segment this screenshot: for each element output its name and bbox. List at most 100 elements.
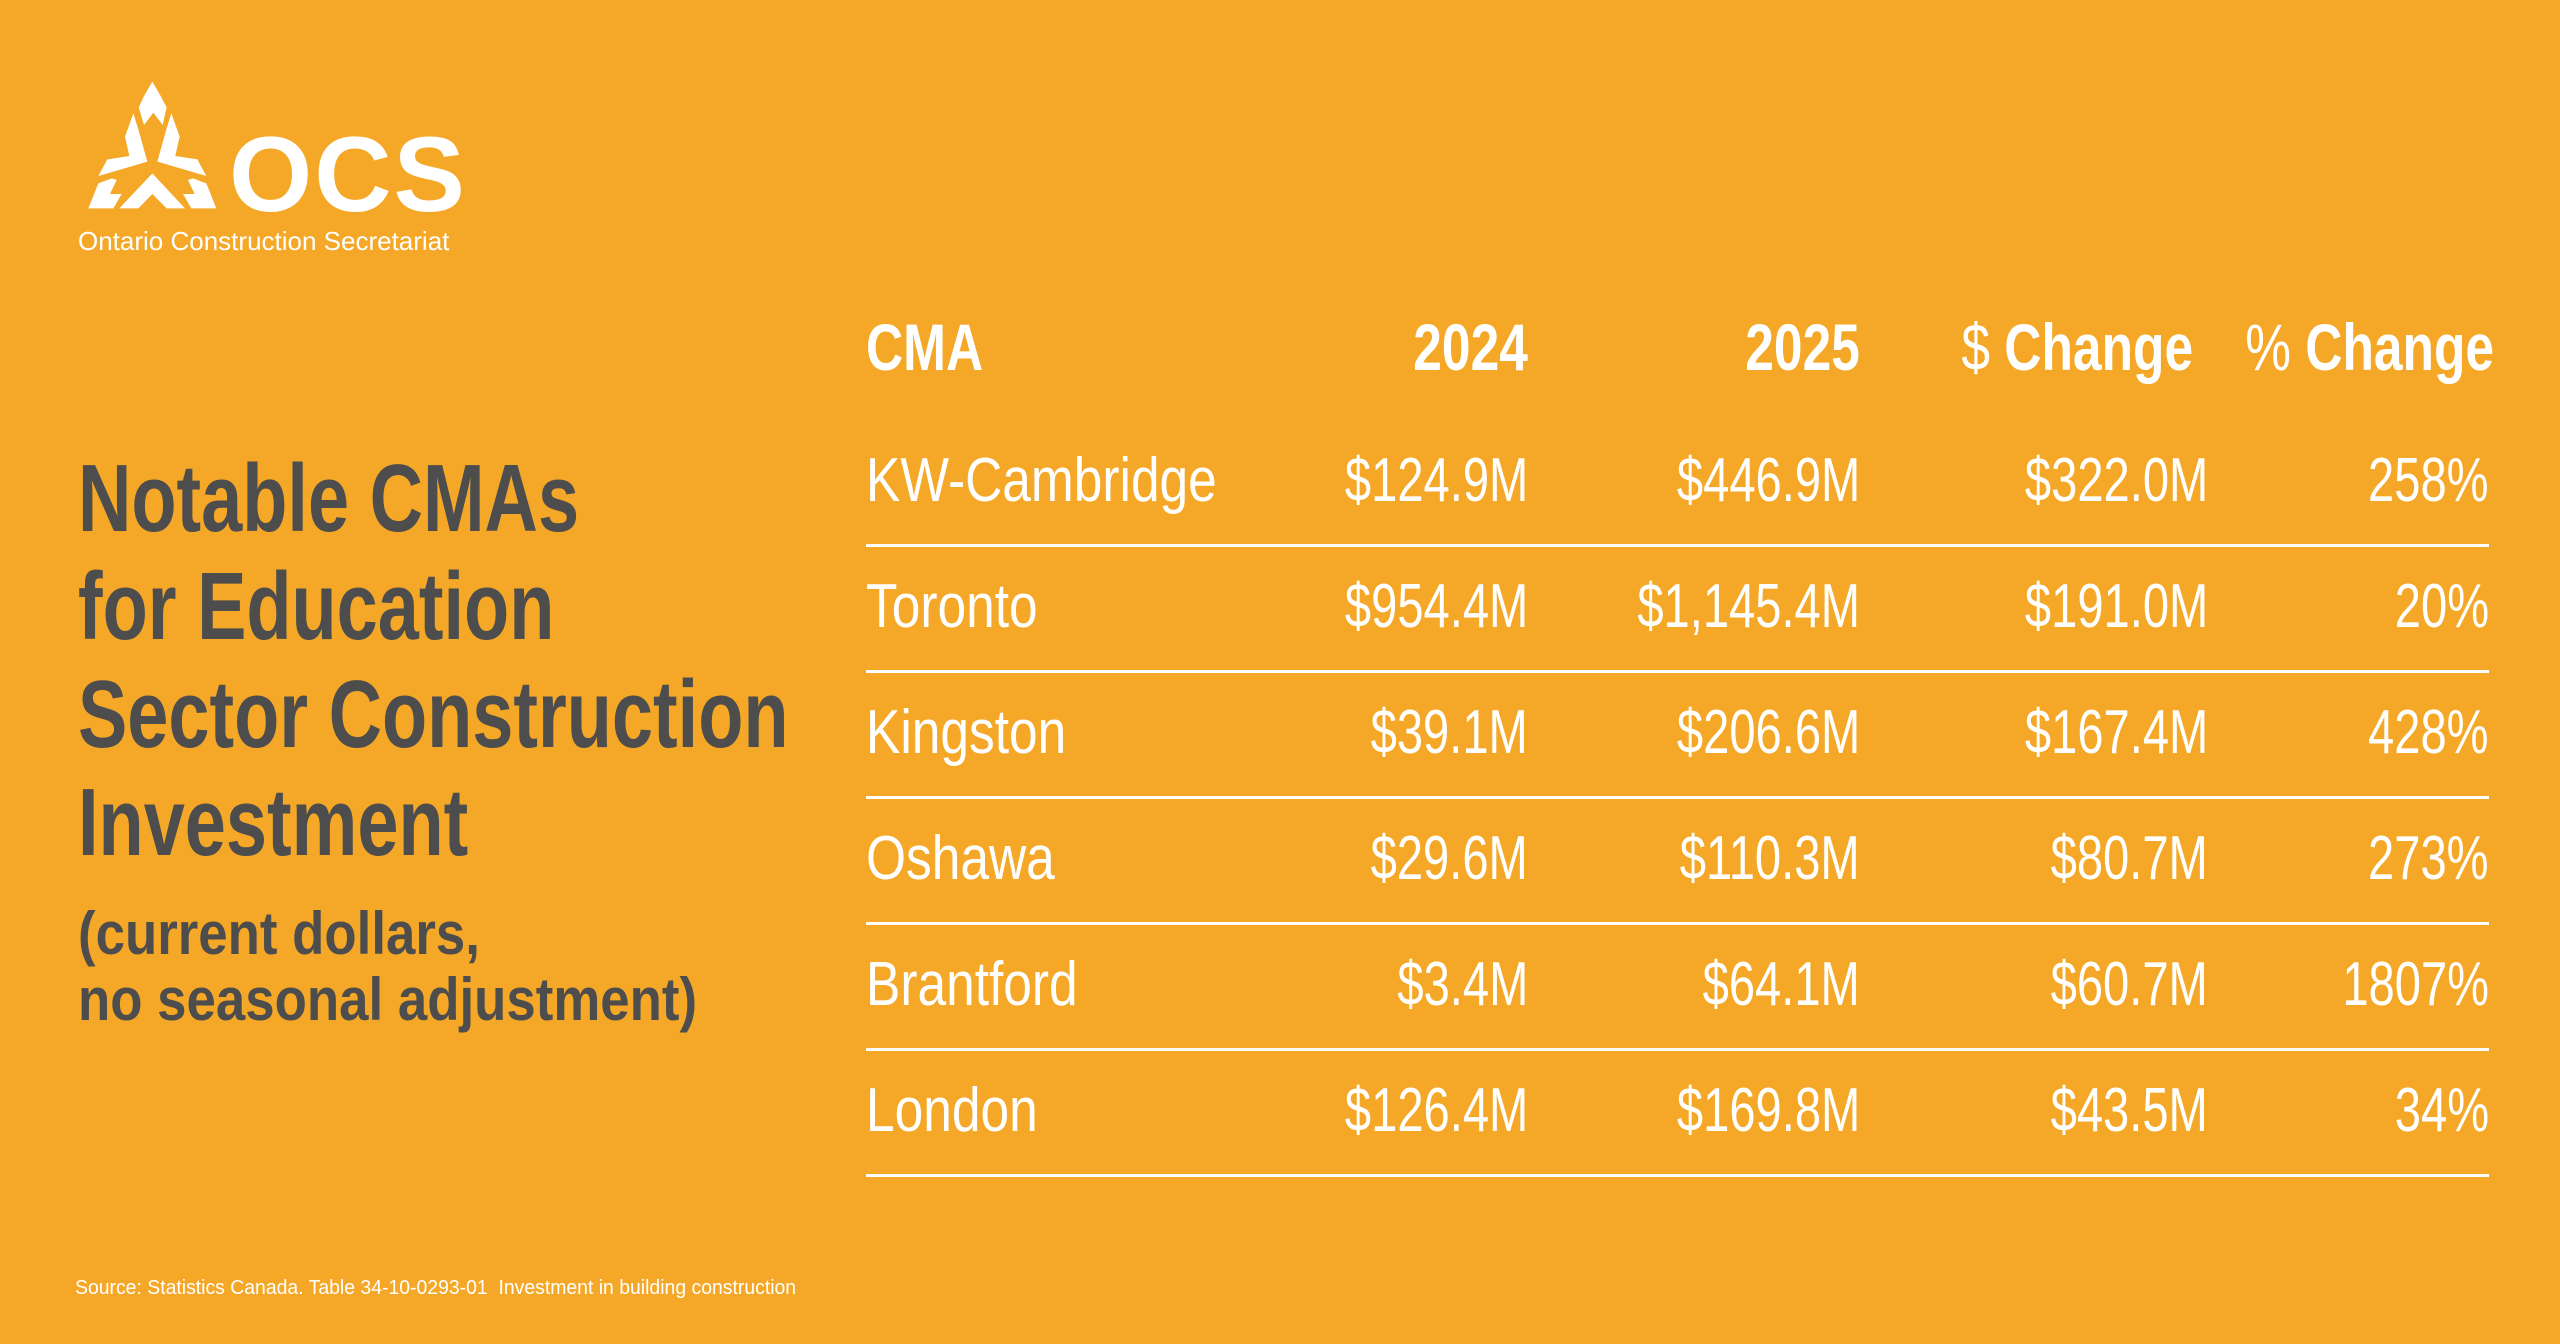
cell-percent-change-text: 258% xyxy=(2368,446,2489,515)
ocs-triangle-mark-icon xyxy=(88,81,217,209)
cell-2024-text: $3.4M xyxy=(1397,950,1528,1019)
cell-dollar-change-text: $60.7M xyxy=(2050,950,2208,1019)
cell-cma-text: London xyxy=(866,1076,1038,1145)
cell-dollar-change: $43.5M xyxy=(2001,1080,2208,1142)
page-title-line-1: Notable CMAs xyxy=(78,445,729,553)
cell-percent-change-text: 1807% xyxy=(2342,950,2489,1019)
page-title-line-2-text: for Education xyxy=(78,553,555,660)
logo-mark-bottom-right-piece xyxy=(183,178,217,209)
row-divider xyxy=(866,922,2489,925)
page-title-line-4-text: Investment xyxy=(78,769,469,876)
cell-percent-change: 428% xyxy=(2330,702,2489,764)
cell-2025: $1,145.4M xyxy=(1567,576,1860,638)
logo-tagline: Ontario Construction Secretariat xyxy=(78,226,450,256)
cell-cma: Brantford xyxy=(866,954,1121,1016)
cell-2024-text: $39.1M xyxy=(1370,698,1528,767)
page-title-line-2: for Education xyxy=(78,553,697,661)
cell-dollar-change: $191.0M xyxy=(1967,576,2208,638)
cell-cma-text: Kingston xyxy=(866,698,1067,767)
source-note-text: Source: Statistics Canada. Table 34-10-0… xyxy=(75,1277,797,1299)
cell-cma: Kingston xyxy=(866,702,1107,764)
cell-2024: $39.1M xyxy=(1321,702,1528,764)
page-title-line-4: Investment xyxy=(78,769,585,877)
column-header-percent-change-text: % Change xyxy=(2245,314,2494,380)
cell-dollar-change-text: $167.4M xyxy=(2024,698,2208,767)
column-header-dollar-change-text: $ Change xyxy=(1961,314,2193,380)
cell-2025: $446.9M xyxy=(1619,450,1860,512)
cell-2025-text: $206.6M xyxy=(1676,698,1860,767)
cell-2024-text: $954.4M xyxy=(1344,572,1528,641)
logo-mark-bottom-left-piece xyxy=(88,178,122,209)
cell-2024: $124.9M xyxy=(1287,450,1528,512)
page-title-line-3: Sector Construction xyxy=(78,661,1001,769)
subtitle-line-2-text: no seasonal adjustment) xyxy=(78,966,698,1033)
cell-percent-change: 258% xyxy=(2330,450,2489,512)
logo-mark-top-piece xyxy=(138,81,167,125)
cell-dollar-change-text: $43.5M xyxy=(2050,1076,2208,1145)
cell-cma-text: Oshawa xyxy=(866,824,1055,893)
cell-2025-text: $1,145.4M xyxy=(1637,572,1860,641)
subtitle-line-1-text: (current dollars, xyxy=(78,900,480,967)
subtitle-line-1: (current dollars, xyxy=(78,901,535,967)
subtitle-line-2: no seasonal adjustment) xyxy=(78,967,781,1033)
cell-cma-text: KW-Cambridge xyxy=(866,446,1217,515)
row-divider xyxy=(866,796,2489,799)
cell-dollar-change-text: $322.0M xyxy=(2024,446,2208,515)
page-title-line-3-text: Sector Construction xyxy=(78,661,789,768)
cell-2024: $29.6M xyxy=(1321,828,1528,890)
cell-cma: Toronto xyxy=(866,576,1073,638)
cell-2024: $126.4M xyxy=(1287,1080,1528,1142)
cell-cma: Oshawa xyxy=(866,828,1093,890)
cell-2025: $169.8M xyxy=(1619,1080,1860,1142)
cell-cma-text: Toronto xyxy=(866,572,1038,641)
column-header-2025-label: 2025 xyxy=(1745,310,1860,384)
column-header-cma-label: CMA xyxy=(866,310,984,384)
column-header-2025: 2025 xyxy=(1713,314,1860,380)
cell-dollar-change: $60.7M xyxy=(2001,954,2208,1016)
cell-percent-change-text: 428% xyxy=(2368,698,2489,767)
cell-dollar-change-text: $80.7M xyxy=(2050,824,2208,893)
cell-percent-change-text: 34% xyxy=(2394,1076,2489,1145)
source-note: Source: Statistics Canada. Table 34-10-0… xyxy=(75,1276,818,1300)
page-title-line-1-text: Notable CMAs xyxy=(78,445,580,552)
column-header-percent-change: % Change xyxy=(2175,314,2494,380)
cell-cma: London xyxy=(866,1080,1073,1142)
logo-wordmark: OCS xyxy=(229,114,467,234)
row-divider xyxy=(866,670,2489,673)
cell-dollar-change: $322.0M xyxy=(1967,450,2208,512)
cell-dollar-change: $167.4M xyxy=(1967,702,2208,764)
row-divider xyxy=(866,1048,2489,1051)
cell-dollar-change-text: $191.0M xyxy=(2024,572,2208,641)
column-header-dollar-change: $ Change xyxy=(1896,314,2193,380)
row-divider xyxy=(866,544,2489,547)
cell-percent-change: 1807% xyxy=(2296,954,2489,1016)
column-header-2024-label: 2024 xyxy=(1413,310,1528,384)
cell-percent-change: 34% xyxy=(2365,1080,2489,1142)
column-header-percent-change-label: Change xyxy=(2305,310,2494,384)
column-header-cma: CMA xyxy=(866,314,1016,380)
cell-2024: $3.4M xyxy=(1356,954,1528,1016)
logo-mark-right-piece xyxy=(157,113,207,176)
cell-cma-text: Brantford xyxy=(866,950,1078,1019)
column-header-2024: 2024 xyxy=(1381,314,1528,380)
logo-mark-left-piece xyxy=(98,113,148,176)
dollar-symbol: $ xyxy=(1961,310,1990,384)
logo-mark-bottom-center-piece xyxy=(119,173,185,209)
cell-2024: $954.4M xyxy=(1287,576,1528,638)
cell-2024-text: $126.4M xyxy=(1344,1076,1528,1145)
cell-percent-change-text: 273% xyxy=(2368,824,2489,893)
percent-symbol: % xyxy=(2245,310,2291,384)
cell-dollar-change: $80.7M xyxy=(2001,828,2208,890)
cell-percent-change: 273% xyxy=(2330,828,2489,890)
cell-cma: KW-Cambridge xyxy=(866,450,1289,512)
cell-2025-text: $446.9M xyxy=(1676,446,1860,515)
cell-percent-change-text: 20% xyxy=(2394,572,2489,641)
cell-2025-text: $64.1M xyxy=(1702,950,1860,1019)
column-header-dollar-change-label: Change xyxy=(2004,310,2193,384)
cell-2024-text: $29.6M xyxy=(1370,824,1528,893)
cell-2025-text: $169.8M xyxy=(1676,1076,1860,1145)
cell-2025: $206.6M xyxy=(1619,702,1860,764)
cell-2024-text: $124.9M xyxy=(1344,446,1528,515)
row-divider xyxy=(866,1174,2489,1177)
